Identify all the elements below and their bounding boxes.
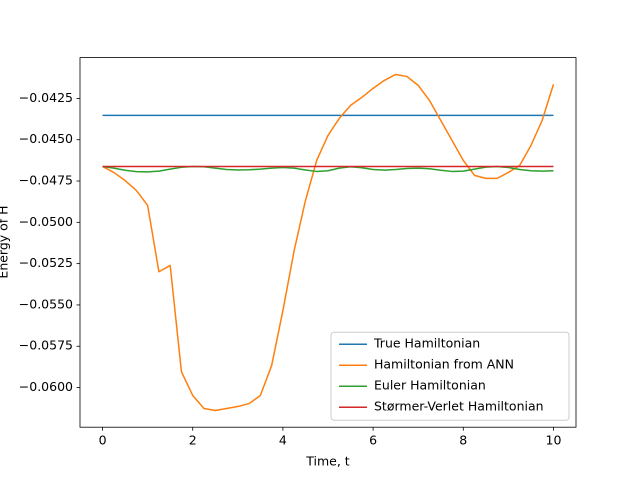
x-tick-label: 10 [546,433,562,448]
x-tick-label: 6 [369,433,377,448]
x-tick-label: 0 [99,433,107,448]
legend-label: Hamiltonian from ANN [374,357,514,372]
y-tick-label: −0.0550 [19,296,73,311]
x-tick-label: 2 [189,433,197,448]
x-tick-label: 8 [459,433,467,448]
legend-label: True Hamiltonian [373,336,480,351]
x-axis-label: Time, t [305,454,350,469]
y-tick-label: −0.0525 [19,255,73,270]
y-tick-label: −0.0500 [19,214,73,229]
line-series [102,73,555,412]
y-tick-label: −0.0475 [19,173,73,188]
legend-box [330,331,570,421]
legend-label: Euler Hamiltonian [374,378,486,393]
line-series [102,165,554,173]
y-tick-label: −0.0600 [19,379,73,394]
legend-label: Størmer-Verlet Hamiltonian [374,399,544,414]
y-tick-label: −0.0575 [19,338,73,353]
x-tick-label: 4 [279,433,287,448]
axes-frame [79,57,577,428]
y-axis-label: Energy of H [0,205,11,278]
y-tick-label: −0.0450 [19,131,73,146]
y-tick-label: −0.0425 [19,90,73,105]
